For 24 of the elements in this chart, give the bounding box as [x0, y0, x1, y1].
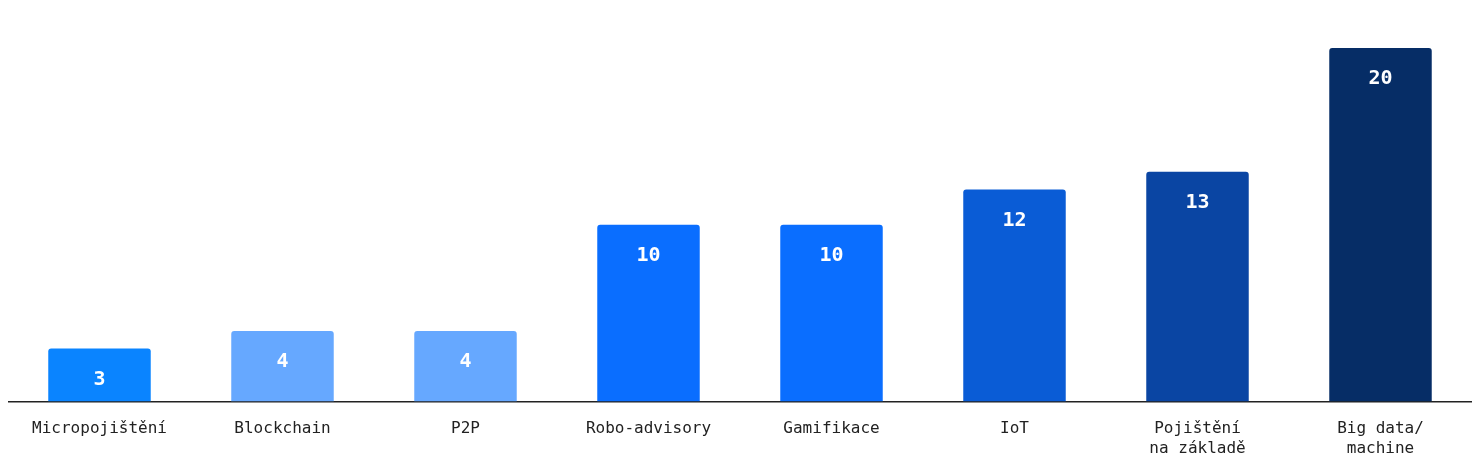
x-tick-label: Pojištění na základě: [1149, 418, 1246, 457]
bar: [780, 224, 883, 402]
bar: [597, 224, 700, 402]
x-tick-label: Big data/ machine: [1337, 418, 1424, 457]
data-label: 10: [636, 242, 661, 266]
data-label: 3: [93, 365, 106, 390]
bar: [414, 330, 517, 402]
x-tick-label: Blockchain: [234, 418, 331, 438]
bar: [1146, 171, 1249, 402]
data-label: 10: [819, 242, 844, 266]
data-label: 12: [1002, 206, 1027, 231]
data-label: 4: [276, 348, 289, 373]
data-label: 13: [1185, 188, 1210, 213]
x-tick-label: Robo-advisory: [585, 418, 712, 438]
bar: [963, 189, 1066, 402]
x-tick-label: Micropojištění: [32, 418, 167, 438]
data-label: 4: [459, 348, 472, 373]
x-tick-label: P2P: [451, 418, 480, 438]
data-label: 20: [1368, 65, 1393, 90]
bar: [1329, 48, 1432, 402]
bar: [48, 348, 151, 402]
bar: [231, 330, 334, 402]
x-tick-label: IoT: [1000, 418, 1030, 438]
x-tick-label: Gamifikace: [783, 418, 880, 438]
